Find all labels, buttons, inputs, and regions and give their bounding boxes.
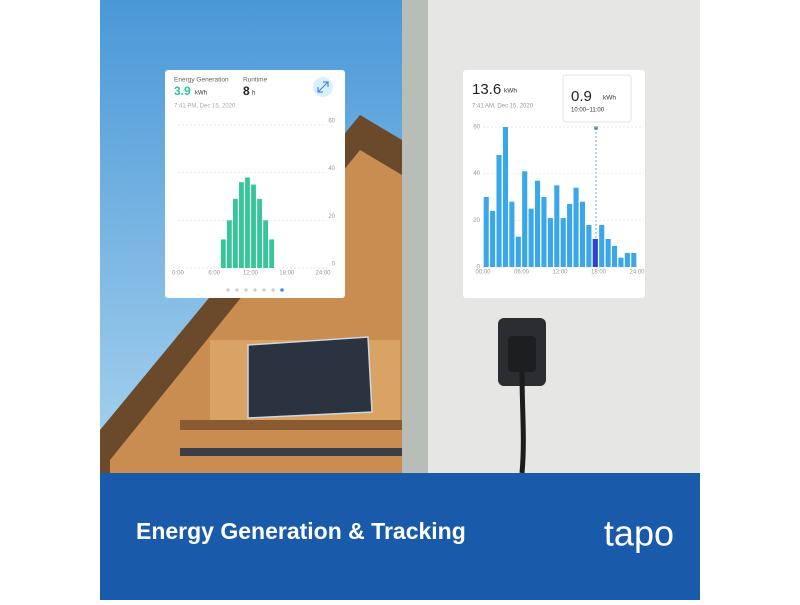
bar (496, 155, 502, 267)
bar (618, 257, 624, 267)
bar (257, 198, 262, 268)
bar (232, 198, 238, 268)
expand-icon (317, 81, 329, 93)
x-tick-label: 18:00 (279, 271, 295, 277)
bar (579, 201, 586, 267)
bar (502, 127, 509, 267)
y-tick-label: 0 (332, 262, 336, 268)
x-tick-label: 6:00 (208, 271, 220, 277)
x-tick-label: 0:00 (172, 271, 184, 277)
y-tick-label: 20 (473, 218, 480, 224)
bar (624, 253, 630, 267)
tooltip-range: 10:00~11:00 (571, 108, 605, 114)
bar (554, 185, 560, 267)
bar (586, 225, 592, 267)
metric-unit: kWh (195, 91, 207, 97)
bar (592, 239, 598, 267)
y-tick-label: 0 (477, 265, 481, 271)
metric-value: 13.6 (472, 81, 501, 98)
bar (547, 218, 553, 267)
y-tick-label: 40 (473, 171, 480, 177)
x-tick-label: 00:00 (475, 270, 491, 276)
x-tick-label: 06:00 (514, 270, 530, 276)
bar (573, 187, 579, 267)
y-tick-label: 60 (473, 125, 480, 131)
card (165, 70, 345, 298)
brand-logo: tapo (604, 513, 674, 554)
bar (611, 246, 618, 267)
bar (534, 180, 541, 267)
tooltip (562, 74, 632, 123)
x-tick-label: 18:00 (591, 270, 607, 276)
bar (220, 239, 226, 268)
bar (515, 236, 521, 267)
bar (541, 197, 547, 267)
bar (605, 239, 611, 267)
timestamp: 7:41 AM, Dec 15, 2020 (472, 104, 534, 110)
bar (483, 197, 489, 267)
bar (263, 220, 269, 268)
timestamp: 7:41 PM, Dec 15, 2020 (174, 104, 236, 110)
bar (509, 201, 515, 267)
bar (490, 211, 496, 267)
beam (180, 420, 402, 430)
bar (567, 204, 573, 267)
bar (522, 171, 528, 267)
metric-value: 3.9 (174, 84, 191, 98)
bar (269, 239, 275, 268)
tooltip-value: 0.9 (571, 88, 592, 105)
bar (599, 225, 605, 267)
metric-unit: kWh (504, 88, 517, 95)
runtime-value: 8 (243, 84, 250, 98)
bar (631, 253, 637, 267)
x-tick-label: 24:00 (315, 271, 331, 277)
tree-shadow (402, 0, 428, 473)
y-tick-label: 40 (328, 166, 335, 172)
banner-title: Energy Generation & Tracking (136, 518, 466, 544)
solar-panel (247, 336, 373, 419)
tooltip-unit: kWh (603, 95, 616, 102)
x-tick-label: 12:00 (552, 270, 568, 276)
cursor-dot (594, 126, 598, 130)
awning (180, 448, 402, 456)
plug-head (508, 336, 536, 372)
bar (226, 220, 232, 268)
y-tick-label: 20 (328, 214, 335, 220)
pager-dots (226, 288, 284, 292)
bar (245, 177, 250, 268)
runtime-label: Runtime (243, 77, 268, 84)
y-tick-label: 60 (328, 119, 335, 125)
cable (519, 371, 526, 474)
banner (100, 473, 700, 600)
x-tick-label: 12:00 (243, 271, 259, 277)
bar (560, 218, 566, 267)
metric-label: Energy Generation (174, 77, 229, 84)
x-tick-label: 24:00 (629, 270, 645, 276)
bar (251, 184, 256, 268)
bar (239, 182, 244, 268)
bar (528, 208, 534, 267)
runtime-unit: h (252, 91, 255, 97)
